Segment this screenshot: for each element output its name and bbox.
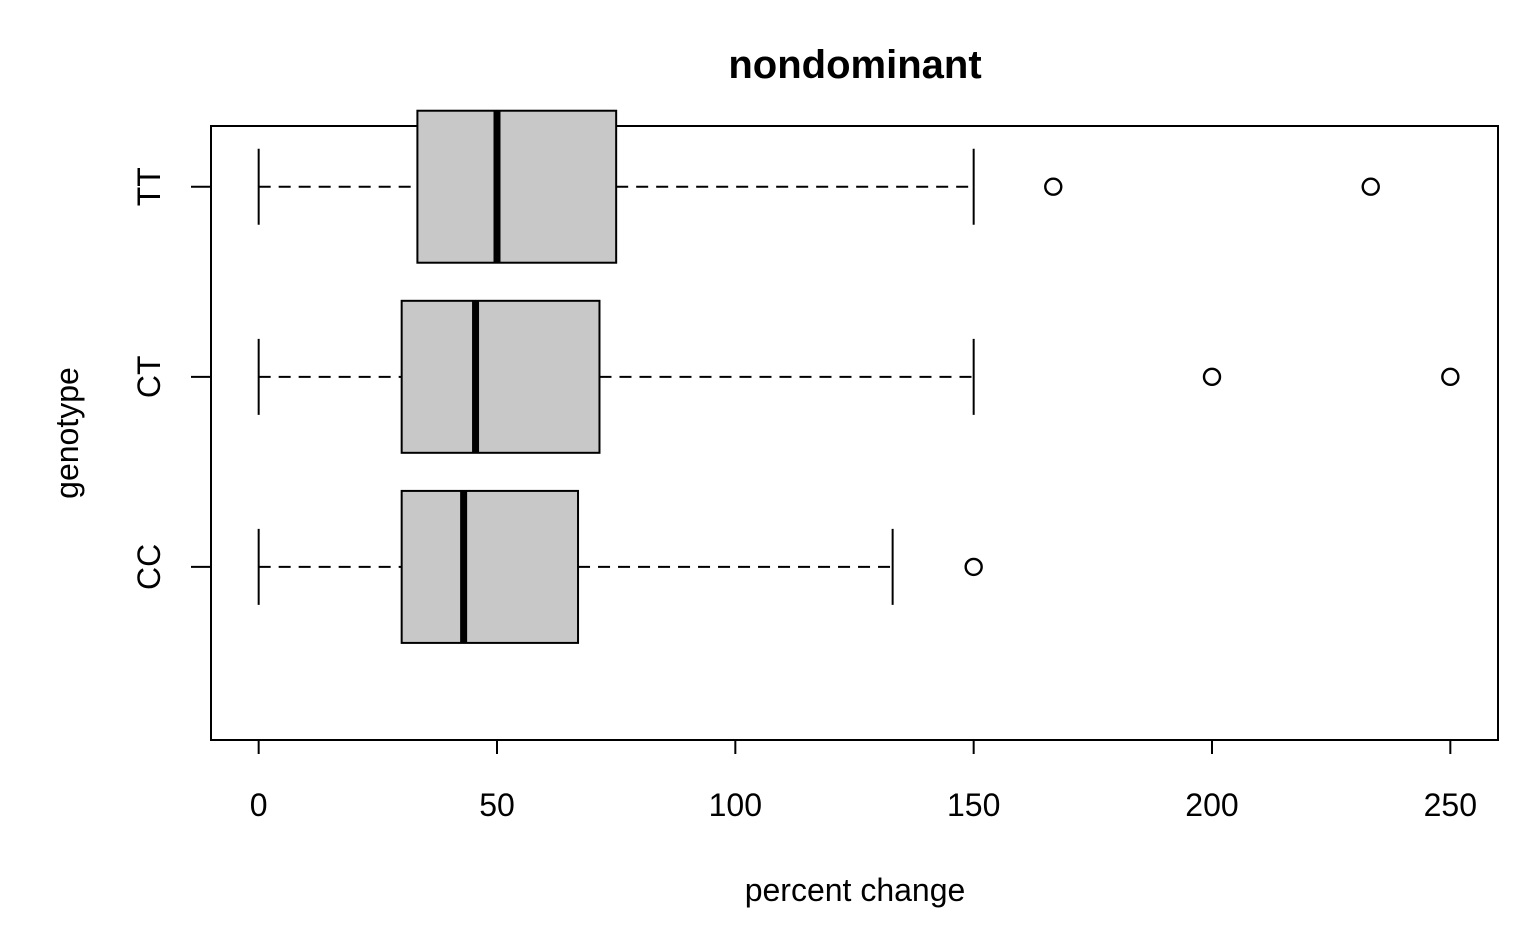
x-tick-label-3: 150 — [947, 787, 1000, 823]
box-CC — [257, 489, 983, 644]
box-TT — [257, 109, 1380, 264]
chart-title: nondominant — [728, 43, 981, 87]
iqr-box-CT — [400, 299, 601, 454]
x-tick-label-5: 250 — [1424, 787, 1477, 823]
y-axis: CC CT TT — [131, 167, 211, 590]
y-tick-label-TT: TT — [131, 167, 167, 206]
outlier-TT-0 — [1044, 177, 1063, 196]
x-axis: 0 50 100 150 200 250 — [250, 739, 1477, 823]
x-tick-label-0: 0 — [250, 787, 268, 823]
x-axis-label: percent change — [745, 872, 966, 908]
y-tick-label-CC: CC — [131, 544, 167, 590]
x-tick-label-1: 50 — [479, 787, 515, 823]
x-tick-label-2: 100 — [709, 787, 762, 823]
y-tick-label-CT: CT — [131, 355, 167, 398]
outlier-TT-1 — [1361, 177, 1380, 196]
boxes — [257, 109, 1460, 644]
outlier-CT-1 — [1441, 367, 1460, 387]
outlier-CT-0 — [1202, 367, 1222, 387]
outlier-CC-0 — [964, 557, 983, 577]
iqr-box-TT — [416, 109, 618, 264]
y-axis-label: genotype — [49, 367, 85, 499]
iqr-box-CC — [400, 489, 580, 644]
box-CT — [257, 299, 1460, 454]
x-tick-label-4: 200 — [1185, 787, 1238, 823]
